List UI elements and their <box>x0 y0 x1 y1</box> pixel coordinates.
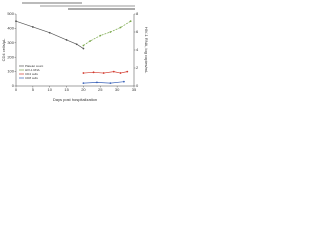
point <box>92 71 95 74</box>
point <box>89 40 92 42</box>
x-tick-label: 30 <box>115 87 120 92</box>
series-line <box>83 81 124 84</box>
point <box>48 31 51 34</box>
y2-axis-label: HIV-1 RNA, log copies/mL <box>144 27 149 74</box>
y2-tick-label: 6 <box>136 29 139 34</box>
series-line <box>83 71 128 74</box>
point <box>82 44 85 47</box>
series-line <box>15 20 84 49</box>
legend-label: Platelet count <box>25 64 43 68</box>
point <box>129 20 132 23</box>
legend-label: CD8 cells <box>25 76 38 80</box>
y2-tick-label: 4 <box>136 47 139 52</box>
treatment-bar <box>22 2 82 4</box>
x-axis-label: Days post hospitalization <box>53 97 97 102</box>
point <box>82 47 85 50</box>
y-tick-label: 500 <box>7 11 14 16</box>
point <box>82 82 85 85</box>
x-tick-label: 15 <box>64 87 69 92</box>
treatment-bar <box>68 8 135 10</box>
x-tick-label: 0 <box>15 87 18 92</box>
chart: Days post hospitalization CD4 cells/µL H… <box>1 2 149 102</box>
point <box>65 39 68 41</box>
point <box>75 43 78 46</box>
y2-tick-label: 8 <box>136 11 139 16</box>
point <box>112 70 115 73</box>
x-tick-label: 25 <box>98 87 103 92</box>
y2-tick-label: 2 <box>136 65 139 70</box>
x-tick-label: 5 <box>32 87 35 92</box>
point <box>119 26 122 29</box>
legend-label: HIV-1 RNA <box>25 68 40 72</box>
point <box>122 80 125 83</box>
y-tick-label: 300 <box>7 40 14 45</box>
y-tick-label: 400 <box>7 25 14 30</box>
y-axis-label: CD4 cells/µL <box>1 38 6 62</box>
point <box>31 26 34 28</box>
series-line <box>83 20 131 46</box>
x-tick-label: 10 <box>47 87 52 92</box>
point <box>82 72 85 74</box>
point <box>126 70 129 73</box>
point <box>102 72 105 74</box>
point <box>15 20 17 23</box>
point <box>119 72 122 74</box>
x-tick-label: 35 <box>132 87 137 92</box>
y2-tick-label: 0 <box>136 83 139 88</box>
point <box>96 81 98 84</box>
legend-label: CD4 cells <box>25 72 38 76</box>
treatment-bar <box>40 5 135 7</box>
y-tick-label: 100 <box>7 69 14 74</box>
y-tick-label: 200 <box>7 54 14 59</box>
point <box>109 82 112 85</box>
point <box>99 34 102 37</box>
point <box>109 31 112 33</box>
x-tick-label: 20 <box>81 87 86 92</box>
y-tick-label: 0 <box>12 83 15 88</box>
